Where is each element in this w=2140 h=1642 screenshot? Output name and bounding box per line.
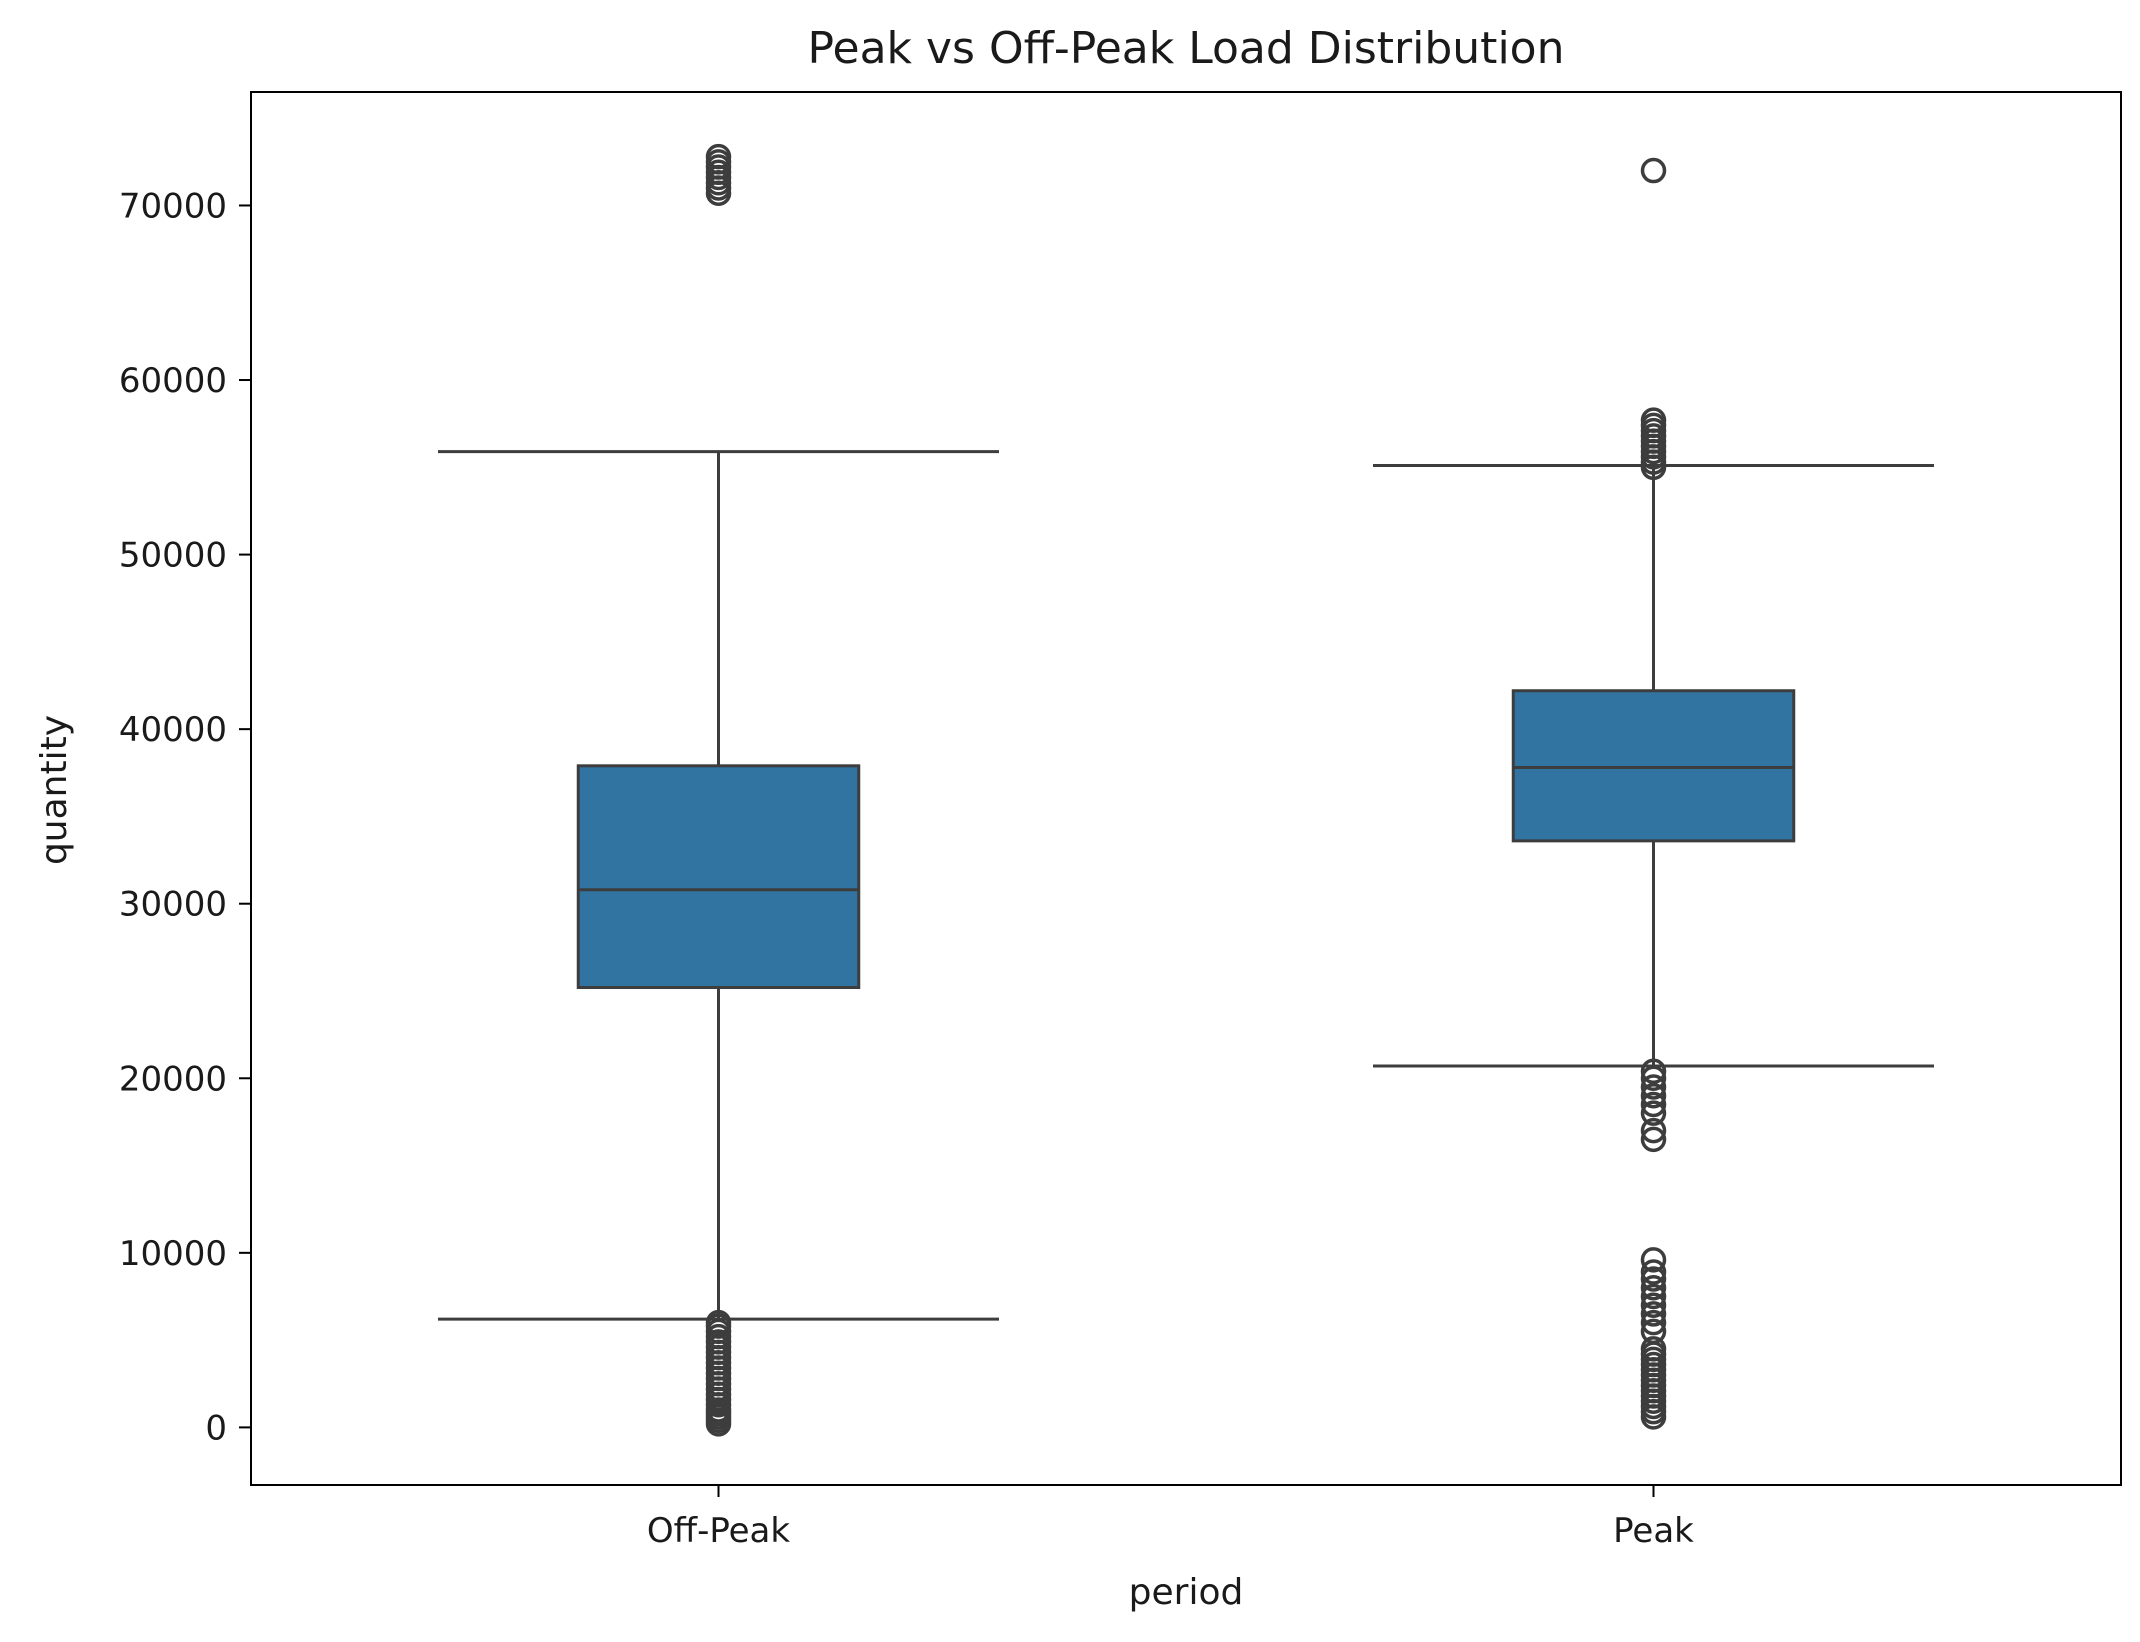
outlier-point xyxy=(1640,1336,1667,1362)
outlier-point xyxy=(1640,1274,1667,1301)
y-axis: 0 10000 20000 30000 40000 50000 60000 70000 xyxy=(119,186,251,1448)
x-tick-label: Off-Peak xyxy=(647,1511,790,1551)
y-axis-label: quantity xyxy=(34,715,75,865)
y-tick-label: 30000 xyxy=(119,885,227,925)
outlier-point xyxy=(1640,1100,1667,1126)
y-tick-label: 20000 xyxy=(119,1059,227,1099)
outlier-point xyxy=(1640,1117,1667,1144)
outlier-point xyxy=(705,143,732,170)
x-axis: Off-Peak Peak xyxy=(647,1485,1694,1551)
y-tick-label: 40000 xyxy=(119,710,227,750)
outlier-point xyxy=(705,1309,732,1336)
chart-title: Peak vs Off-Peak Load Distribution xyxy=(808,23,1565,74)
axes-frame xyxy=(250,91,2122,1486)
plot-area xyxy=(438,143,1934,1437)
box-group xyxy=(1373,157,1934,1430)
box-iqr xyxy=(576,764,861,989)
y-tick-label: 10000 xyxy=(119,1234,227,1274)
box-group xyxy=(438,143,999,1437)
outlier-point xyxy=(1640,1266,1667,1292)
outlier-point xyxy=(1640,407,1667,433)
y-tick-label: 60000 xyxy=(119,361,227,401)
outlier-point xyxy=(1640,1283,1667,1310)
outlier-point xyxy=(1640,1318,1667,1345)
outlier-point xyxy=(1640,1301,1667,1327)
outlier-point xyxy=(1640,1126,1667,1153)
y-tick-label: 0 xyxy=(205,1408,227,1448)
outlier-point xyxy=(1640,1065,1667,1092)
x-axis-label: period xyxy=(1129,1572,1244,1613)
outlier-point xyxy=(1640,1082,1667,1109)
outlier-point xyxy=(1640,1247,1667,1273)
outlier-point xyxy=(1640,1091,1667,1118)
outlier-point xyxy=(1640,1292,1667,1318)
x-tick-label: Peak xyxy=(1613,1511,1694,1551)
outlier-point xyxy=(1640,1074,1667,1100)
y-tick-label: 70000 xyxy=(119,186,227,226)
outlier-point xyxy=(1640,157,1667,184)
outlier-point xyxy=(1640,1309,1667,1336)
outlier-point xyxy=(1640,1259,1667,1285)
box-iqr xyxy=(1511,689,1796,843)
y-tick-label: 50000 xyxy=(119,536,227,576)
outlier-point xyxy=(1640,1058,1667,1085)
